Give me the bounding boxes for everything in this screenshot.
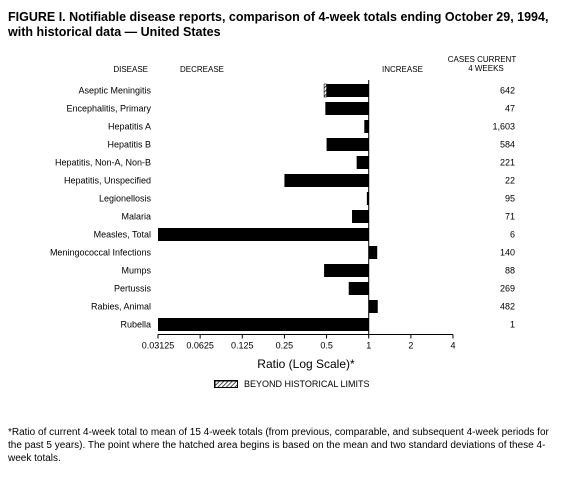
cases-value: 584	[500, 140, 515, 150]
cases-value: 71	[505, 212, 515, 222]
footnote: *Ratio of current 4-week total to mean o…	[8, 427, 549, 464]
cases-value: 22	[505, 176, 515, 186]
x-tick-label: 0.5	[320, 341, 333, 351]
x-tick-label: 0.25	[276, 341, 294, 351]
category-label: Rubella	[120, 320, 151, 330]
cases-value: 95	[505, 194, 515, 204]
category-label: Pertussis	[114, 284, 152, 294]
x-tick-label: 2	[408, 341, 413, 351]
figure-title: FIGURE I. Notifiable disease reports, co…	[8, 10, 549, 39]
x-tick-label: 0.03125	[142, 341, 175, 351]
x-axis-label: Ratio (Log Scale)*	[257, 357, 355, 371]
cases-header-line1: CASES CURRENT	[448, 55, 517, 64]
cases-value: 88	[505, 266, 515, 276]
cases-value: 642	[500, 86, 515, 96]
category-label: Mumps	[121, 266, 151, 276]
bar	[364, 120, 369, 133]
bar	[324, 264, 369, 277]
decrease-header: DECREASE	[180, 65, 224, 74]
x-tick-label: 0.125	[231, 341, 254, 351]
category-label: Malaria	[121, 212, 151, 222]
bar	[366, 192, 369, 205]
x-tick-label: 4	[450, 341, 455, 351]
category-label: Measles, Total	[94, 230, 151, 240]
category-label: Hepatitis B	[107, 140, 151, 150]
category-label: Hepatitis, Non-A, Non-B	[55, 158, 151, 168]
category-label: Hepatitis, Unspecified	[64, 176, 151, 186]
hatched-swatch	[214, 380, 238, 388]
bar	[324, 84, 369, 97]
bar	[158, 318, 369, 331]
bar	[325, 102, 369, 115]
cases-value: 269	[500, 284, 515, 294]
x-tick-label: 1	[366, 341, 371, 351]
cases-value: 1	[510, 320, 515, 330]
category-label: Rabies, Animal	[91, 302, 151, 312]
category-label: Legionellosis	[99, 194, 152, 204]
disease-header: DISEASE	[113, 65, 148, 74]
bar	[368, 300, 378, 313]
increase-header: INCREASE	[382, 65, 423, 74]
bar	[352, 210, 369, 223]
x-tick-label: 0.0625	[186, 341, 214, 351]
bar	[348, 282, 369, 295]
cases-value: 6	[510, 230, 515, 240]
cases-value: 140	[500, 248, 515, 258]
bar	[368, 246, 378, 259]
cases-value: 47	[505, 104, 515, 114]
hatched-segment	[323, 83, 327, 98]
category-label: Encephalitis, Primary	[66, 104, 151, 114]
bar	[284, 174, 369, 187]
cases-value: 1,603	[492, 122, 515, 132]
bar	[158, 228, 369, 241]
category-label: Hepatitis A	[108, 122, 151, 132]
cases-value: 482	[500, 302, 515, 312]
category-label: Aseptic Meningitis	[78, 86, 151, 96]
legend-label: BEYOND HISTORICAL LIMITS	[244, 379, 370, 389]
bar	[356, 156, 369, 169]
cases-value: 221	[500, 158, 515, 168]
bar	[326, 138, 369, 151]
category-label: Meningococcal Infections	[50, 248, 152, 258]
legend: BEYOND HISTORICAL LIMITS	[214, 379, 370, 389]
cases-header-line2: 4 WEEKS	[468, 64, 504, 73]
